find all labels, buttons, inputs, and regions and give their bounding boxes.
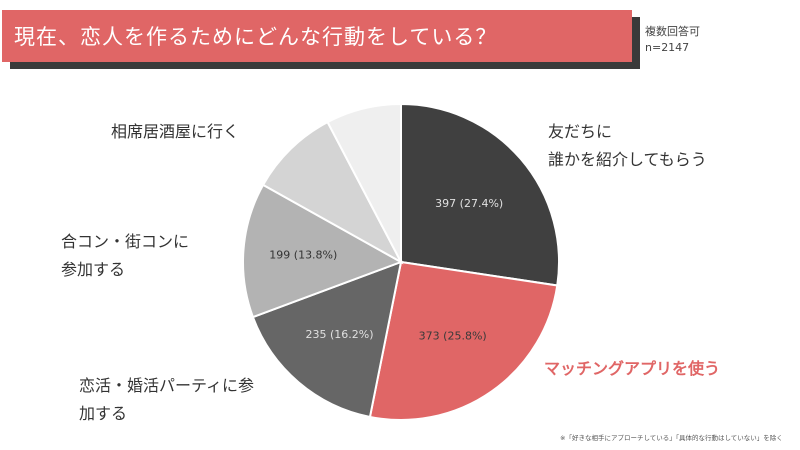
footnote: ※「好きな相手にアプローチしている」「具体的な行動はしていない」を除く: [560, 434, 783, 442]
pie-slice: [368, 260, 559, 421]
category-label-line: 友だちに: [548, 122, 613, 141]
pie-slice: [242, 183, 404, 319]
category-label-line: 参加する: [61, 260, 126, 279]
sample-size-note: n=2147: [645, 41, 690, 54]
category-label-matching-app: マッチングアプリを使う: [544, 355, 720, 383]
slice-data-label: 199 (13.8%): [269, 249, 337, 262]
slice-data-label: 235 (16.2%): [305, 328, 373, 341]
multiple-answers-note: 複数回答可: [645, 25, 700, 38]
pie-slice: [326, 102, 402, 263]
pie-slice: [261, 120, 404, 265]
page-title: 現在、恋人を作るためにどんな行動をしている？: [14, 25, 498, 49]
category-label-konkatsu-party: 恋活・婚活パーティに参 加する: [79, 372, 254, 428]
category-label-line: 恋活・婚活パーティに参: [79, 376, 255, 395]
category-label-line: マッチングアプリを使う: [544, 359, 721, 378]
slice-data-label: 373 (25.8%): [419, 330, 487, 343]
title-banner: 現在、恋人を作るためにどんな行動をしている？: [2, 10, 632, 62]
category-label-line: 合コン・街コンに: [61, 232, 190, 251]
pie-slice: [400, 102, 560, 287]
pie-slice: [251, 260, 403, 419]
category-label-line: 加する: [79, 404, 128, 423]
category-label-aiseki-izakaya: 相席居酒屋に行く: [111, 118, 239, 146]
category-label-line: 相席居酒屋に行く: [111, 122, 240, 141]
category-label-friend-introduction: 友だちに 誰かを紹介してもらう: [548, 118, 707, 174]
category-label-goukon: 合コン・街コンに 参加する: [61, 228, 189, 284]
category-label-line: 誰かを紹介してもらう: [548, 150, 707, 169]
survey-meta: 複数回答可 n=2147: [645, 24, 700, 56]
slice-data-label: 397 (27.4%): [435, 197, 503, 210]
